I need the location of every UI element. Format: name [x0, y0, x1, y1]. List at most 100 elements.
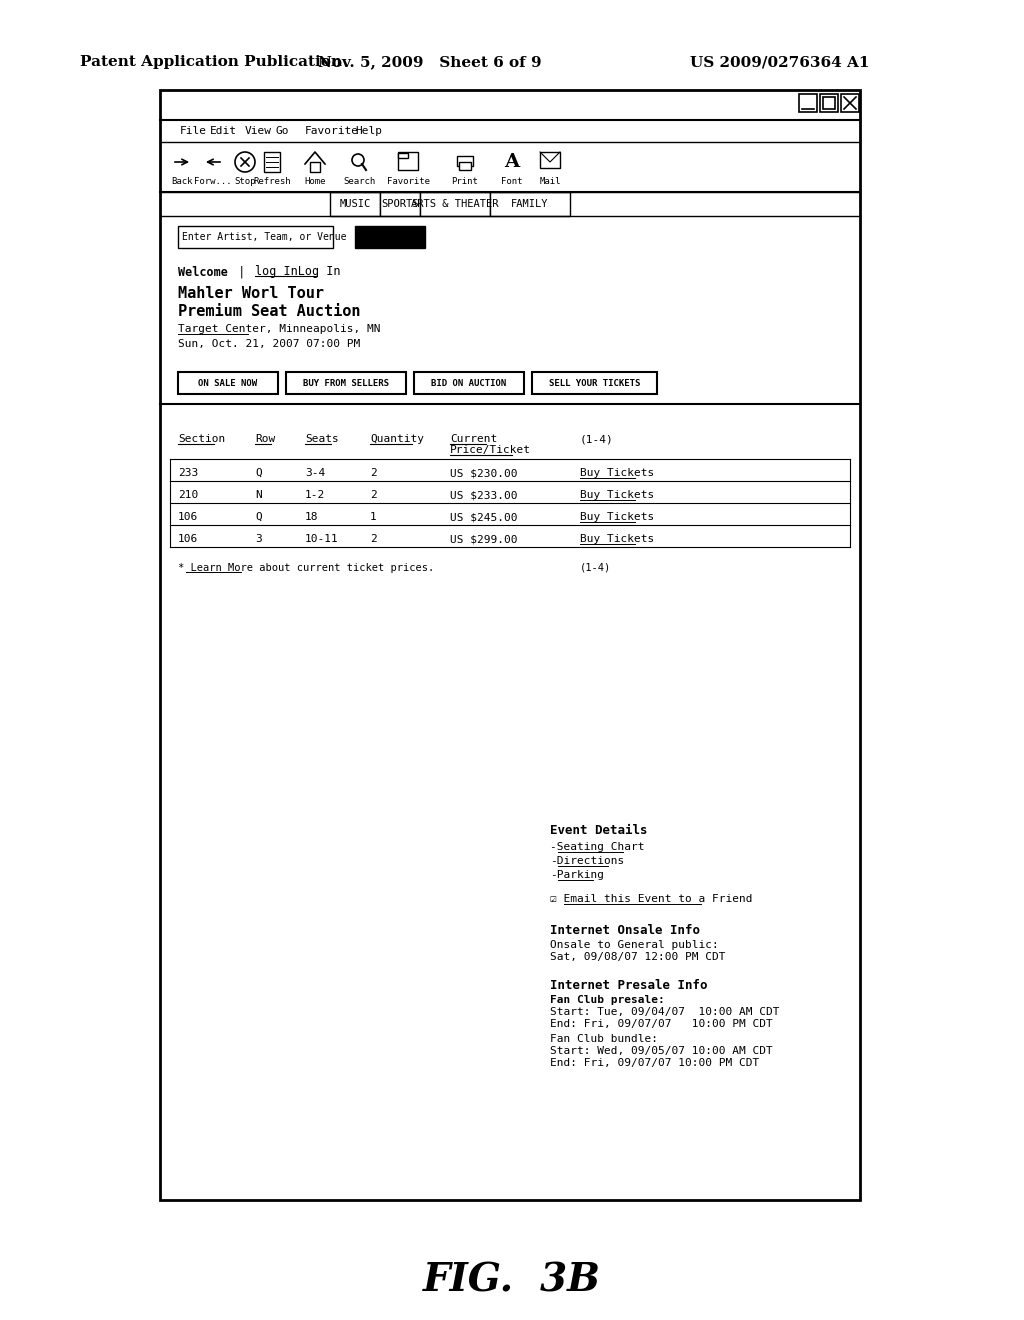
Text: ☑ Email this Event to a Friend: ☑ Email this Event to a Friend [550, 894, 753, 904]
Bar [398, 152, 418, 170]
Text: FIG.  3B: FIG. 3B [423, 1261, 601, 1299]
Text: US $245.00: US $245.00 [450, 512, 517, 521]
Bar [398, 153, 408, 158]
Text: Stop: Stop [234, 177, 256, 186]
Text: Back: Back [171, 177, 193, 186]
Bar [420, 191, 490, 216]
Text: -Parking: -Parking [550, 870, 604, 880]
Text: ARTS & THEATER: ARTS & THEATER [412, 199, 499, 209]
Text: 10-11: 10-11 [305, 535, 339, 544]
Text: End: Fri, 09/07/07 10:00 PM CDT: End: Fri, 09/07/07 10:00 PM CDT [550, 1059, 759, 1068]
Text: 210: 210 [178, 490, 199, 500]
Text: Buy Tickets: Buy Tickets [580, 535, 654, 544]
Text: 3-4: 3-4 [305, 469, 326, 478]
Text: Mahler Worl Tour: Mahler Worl Tour [178, 286, 324, 301]
Text: US $230.00: US $230.00 [450, 469, 517, 478]
Text: MUSIC: MUSIC [339, 199, 371, 209]
Text: End: Fri, 09/07/07   10:00 PM CDT: End: Fri, 09/07/07 10:00 PM CDT [550, 1019, 773, 1030]
Text: 1-2: 1-2 [305, 490, 326, 500]
Text: Font: Font [502, 177, 522, 186]
Text: Q: Q [255, 469, 262, 478]
Text: Sat, 09/08/07 12:00 PM CDT: Sat, 09/08/07 12:00 PM CDT [550, 952, 725, 962]
Bar [414, 372, 524, 393]
Text: 2: 2 [370, 490, 377, 500]
Text: ON SALE NOW: ON SALE NOW [199, 379, 258, 388]
Bar [490, 191, 570, 216]
Text: log InLog In: log InLog In [255, 265, 341, 279]
Text: Enter Artist, Team, or Venue: Enter Artist, Team, or Venue [182, 232, 346, 242]
Text: BUY FROM SELLERS: BUY FROM SELLERS [303, 379, 389, 388]
Text: Row: Row [255, 434, 275, 444]
Bar [823, 96, 835, 110]
Text: 18: 18 [305, 512, 318, 521]
Text: FAMILY: FAMILY [511, 199, 549, 209]
Text: SPORTS: SPORTS [381, 199, 419, 209]
Text: File: File [180, 125, 207, 136]
Bar [540, 152, 560, 168]
Bar [799, 94, 817, 112]
Text: 106: 106 [178, 535, 199, 544]
Text: Refresh: Refresh [253, 177, 291, 186]
Text: SELL YOUR TICKETS: SELL YOUR TICKETS [549, 379, 640, 388]
Text: Current: Current [450, 434, 498, 444]
Text: Internet Onsale Info: Internet Onsale Info [550, 924, 700, 937]
Text: Q: Q [255, 512, 262, 521]
Text: Favorite: Favorite [305, 125, 359, 136]
Text: Fan Club bundle:: Fan Club bundle: [550, 1034, 658, 1044]
Text: Buy Tickets: Buy Tickets [580, 469, 654, 478]
Bar [380, 191, 420, 216]
Text: |: | [238, 265, 246, 279]
Text: Mail: Mail [540, 177, 561, 186]
Text: Home: Home [304, 177, 326, 186]
Text: Seats: Seats [305, 434, 339, 444]
Text: Forw...: Forw... [195, 177, 231, 186]
Text: -Directions: -Directions [550, 855, 625, 866]
Text: Price/Ticket: Price/Ticket [450, 445, 531, 455]
Text: US 2009/0276364 A1: US 2009/0276364 A1 [690, 55, 870, 69]
Text: Search: Search [344, 177, 376, 186]
Text: Onsale to General public:: Onsale to General public: [550, 940, 719, 950]
Text: Buy Tickets: Buy Tickets [580, 490, 654, 500]
Text: Nov. 5, 2009   Sheet 6 of 9: Nov. 5, 2009 Sheet 6 of 9 [318, 55, 542, 69]
Text: Sun, Oct. 21, 2007 07:00 PM: Sun, Oct. 21, 2007 07:00 PM [178, 339, 360, 348]
Text: Fan Club presale:: Fan Club presale: [550, 995, 665, 1005]
Text: A: A [505, 153, 519, 172]
Bar [160, 90, 860, 1200]
Text: Help: Help [355, 125, 382, 136]
Bar [355, 226, 425, 248]
Bar [841, 94, 859, 112]
Bar [286, 372, 406, 393]
Text: 1: 1 [370, 512, 377, 521]
Text: Section: Section [178, 434, 225, 444]
Text: View: View [245, 125, 272, 136]
Text: 106: 106 [178, 512, 199, 521]
Text: (1-4): (1-4) [580, 564, 611, 573]
Text: Quantity: Quantity [370, 434, 424, 444]
Bar [310, 162, 319, 172]
Text: Favorite: Favorite [386, 177, 429, 186]
Bar [532, 372, 657, 393]
Bar [178, 372, 278, 393]
Bar [264, 152, 280, 172]
Text: -Seating Chart: -Seating Chart [550, 842, 644, 851]
Text: Start: Tue, 09/04/07  10:00 AM CDT: Start: Tue, 09/04/07 10:00 AM CDT [550, 1007, 779, 1016]
Text: Premium Seat Auction: Premium Seat Auction [178, 304, 360, 319]
Bar [459, 162, 471, 170]
Text: Patent Application Publication: Patent Application Publication [80, 55, 342, 69]
Text: US $299.00: US $299.00 [450, 535, 517, 544]
Text: Buy Tickets: Buy Tickets [580, 512, 654, 521]
Bar [330, 191, 380, 216]
Text: Welcome: Welcome [178, 265, 228, 279]
Text: 233: 233 [178, 469, 199, 478]
Text: Internet Presale Info: Internet Presale Info [550, 979, 708, 993]
Text: 3: 3 [255, 535, 262, 544]
Text: US $233.00: US $233.00 [450, 490, 517, 500]
Text: * Learn More about current ticket prices.: * Learn More about current ticket prices… [178, 564, 434, 573]
Text: Go: Go [275, 125, 289, 136]
Text: Print: Print [452, 177, 478, 186]
Text: N: N [255, 490, 262, 500]
Bar [178, 226, 333, 248]
Text: (1-4): (1-4) [580, 434, 613, 444]
Text: Edit: Edit [210, 125, 237, 136]
Text: BID ON AUCTION: BID ON AUCTION [431, 379, 507, 388]
